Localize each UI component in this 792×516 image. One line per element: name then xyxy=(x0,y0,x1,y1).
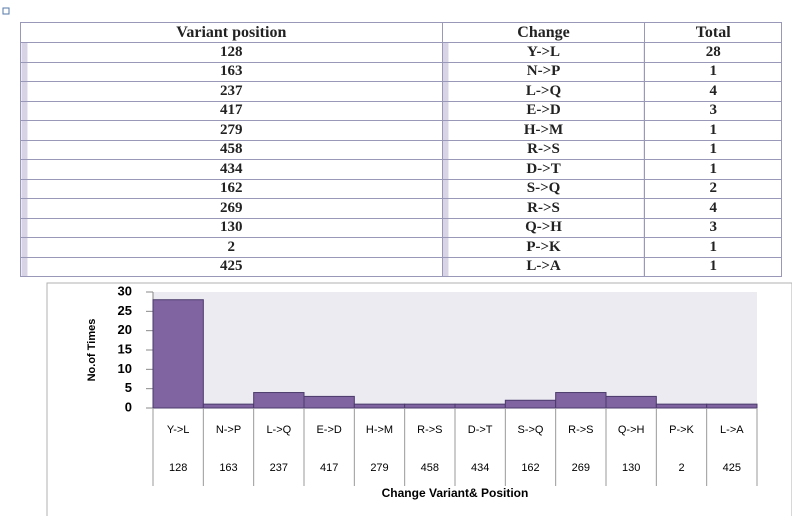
bar xyxy=(152,299,204,409)
table-cell: 162 xyxy=(20,178,443,199)
x-tick-label: Y->L xyxy=(167,424,190,436)
x-position-label: 162 xyxy=(521,462,539,474)
x-tick-label: E->D xyxy=(316,424,341,436)
table-cell: 1 xyxy=(644,256,782,277)
x-tick-label: D->T xyxy=(468,424,493,436)
table-cell: P->K xyxy=(441,237,646,258)
table-cell: 417 xyxy=(20,100,443,121)
bar xyxy=(706,403,758,409)
table-cell: N->P xyxy=(441,61,646,82)
x-position-label: 458 xyxy=(421,462,439,474)
table-cell: 279 xyxy=(20,120,443,141)
y-tick-label: 15 xyxy=(118,341,132,356)
table-cell: 130 xyxy=(20,217,443,238)
x-tick-label: L->Q xyxy=(266,424,291,436)
x-tick-label: L->A xyxy=(720,424,744,436)
table-row: 458 R->S 1 xyxy=(20,139,782,160)
table-cell: 237 xyxy=(20,81,443,102)
y-tick-label: 25 xyxy=(118,303,132,318)
bar xyxy=(303,395,355,409)
bar xyxy=(202,403,255,409)
y-tick-label: 20 xyxy=(118,322,132,337)
y-axis-label: No.of Times xyxy=(86,319,98,382)
x-position-label: 2 xyxy=(678,462,684,474)
data-table: Variant position Change Total 128 Y->L 28 163… xyxy=(20,22,782,277)
bar xyxy=(253,392,305,409)
y-tick-label: 30 xyxy=(118,283,132,298)
x-position-label: 237 xyxy=(270,462,288,474)
x-position-label: 434 xyxy=(471,462,489,474)
table-row: 417 E->D 3 xyxy=(20,100,782,121)
header-cell: Change xyxy=(441,22,646,43)
x-position-label: 279 xyxy=(370,462,388,474)
table-cell: R->S xyxy=(441,198,646,219)
y-tick-label: 5 xyxy=(125,380,132,395)
x-position-label: 425 xyxy=(723,462,741,474)
x-tick-label: R->S xyxy=(568,424,593,436)
x-tick-label: N->P xyxy=(216,424,241,436)
x-position-label: 128 xyxy=(169,462,187,474)
x-position-label: 417 xyxy=(320,462,338,474)
x-tick-label: S->Q xyxy=(518,424,544,436)
chart-frame xyxy=(46,282,792,516)
table-row: 130 Q->H 3 xyxy=(20,217,782,238)
table-row: 269 R->S 4 xyxy=(20,198,782,219)
x-position-label: 163 xyxy=(219,462,237,474)
bar xyxy=(404,403,456,409)
x-tick-label: Q->H xyxy=(618,424,645,436)
x-position-label: 130 xyxy=(622,462,640,474)
bar xyxy=(454,403,506,409)
bar xyxy=(353,403,406,409)
table-cell: L->A xyxy=(441,256,646,277)
table-row: 279 H->M 1 xyxy=(20,120,782,141)
table-row: 237 L->Q 4 xyxy=(20,81,782,102)
table-row: 434 D->T 1 xyxy=(20,159,782,180)
x-axis-label: Change Variant& Position xyxy=(382,486,529,500)
table-row: 425 L->A 1 xyxy=(20,256,782,277)
table-cell: S->Q xyxy=(441,178,646,199)
table-body: 128 Y->L 28 163 N->P 1 237 L->Q 4 417 E->D 3 279 H->M… xyxy=(20,42,782,277)
header-cell: Variant position xyxy=(20,22,443,43)
header-row: Variant position Change Total xyxy=(20,22,782,43)
header-cell: Total xyxy=(644,22,782,43)
y-tick-label: 0 xyxy=(125,399,132,414)
table-cell: 434 xyxy=(20,159,443,180)
bar xyxy=(555,392,607,409)
y-tick-label: 10 xyxy=(118,361,132,376)
x-tick-label: P->K xyxy=(669,424,694,436)
table-cell: 163 xyxy=(20,61,443,82)
bar xyxy=(655,403,708,409)
x-tick-label: R->S xyxy=(417,424,442,436)
table-cell: 425 xyxy=(20,256,443,277)
bar xyxy=(504,399,557,409)
bar xyxy=(605,395,657,409)
x-tick-label: H->M xyxy=(366,424,393,436)
table-cell: D->T xyxy=(441,159,646,180)
icon xyxy=(2,7,10,15)
x-position-label: 269 xyxy=(572,462,590,474)
plot-area xyxy=(153,292,757,408)
